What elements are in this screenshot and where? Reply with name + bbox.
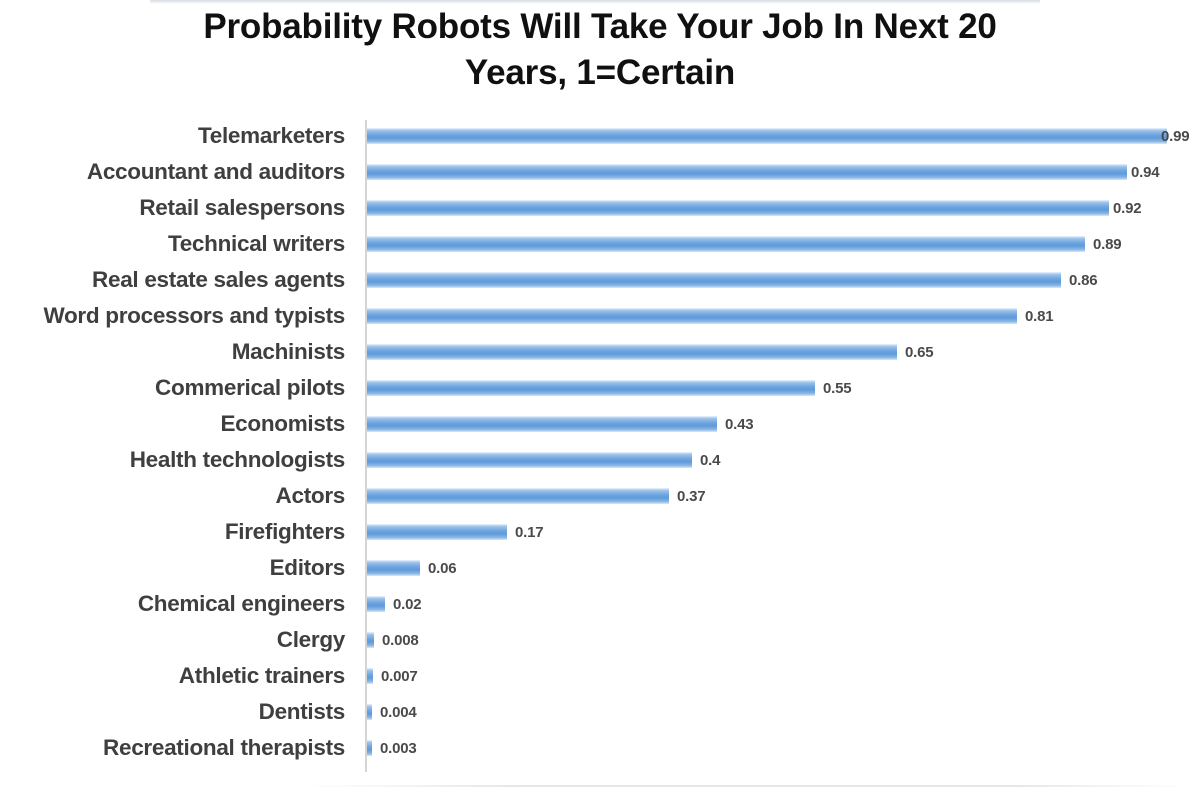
bar-value-label: 0.008 — [382, 631, 419, 649]
chart-title-line-1: Probability Robots Will Take Your Job In… — [203, 7, 997, 46]
bar-value-label: 0.06 — [428, 559, 457, 577]
bar-value-label: 0.92 — [1113, 199, 1142, 217]
bar-row: Editors 0.06 — [0, 550, 1200, 586]
bar-value-label: 0.86 — [1069, 271, 1098, 289]
bar-row: Real estate sales agents 0.86 — [0, 262, 1200, 298]
category-label: Technical writers — [167, 231, 345, 256]
category-label: Word processors and typists — [43, 303, 345, 328]
bar-track: 0.94 — [367, 154, 1160, 190]
bar-track: 0.89 — [367, 226, 1122, 262]
bar-row: Commerical pilots 0.55 — [0, 370, 1200, 406]
bar-track: 0.65 — [367, 334, 934, 370]
bar — [367, 380, 815, 396]
category-label: Dentists — [258, 699, 346, 724]
top-edge-band — [150, 0, 1040, 4]
bar-track: 0.17 — [367, 514, 544, 550]
bar-row: Health technologists 0.4 — [0, 442, 1200, 478]
bar-row: Technical writers 0.89 — [0, 226, 1200, 262]
category-label: Recreational therapists — [103, 735, 345, 760]
bar-value-label: 0.4 — [700, 451, 721, 469]
plot-area: Telemarketers 0.99 Accountant and auditors… — [0, 118, 1200, 778]
category-label: Actors — [275, 483, 346, 508]
bar-row: Economists 0.43 — [0, 406, 1200, 442]
bar-row: Clergy 0.008 — [0, 622, 1200, 658]
bar — [367, 164, 1127, 180]
bar — [367, 560, 420, 576]
bar-value-label: 0.17 — [515, 523, 544, 541]
category-label: Commerical pilots — [155, 375, 345, 400]
bar-value-label: 0.81 — [1025, 307, 1054, 325]
bar — [367, 308, 1017, 324]
bar-value-label: 0.43 — [725, 415, 754, 433]
bar — [367, 488, 669, 504]
bar-track: 0.37 — [367, 478, 706, 514]
chart-title-line-2: Years, 1=Certain — [464, 53, 736, 92]
bar-row: Telemarketers 0.99 — [0, 118, 1200, 154]
category-label: Chemical engineers — [137, 591, 345, 616]
bar — [367, 740, 372, 756]
bar-row: Retail salespersons 0.92 — [0, 190, 1200, 226]
bar — [367, 344, 897, 360]
bar-track: 0.55 — [367, 370, 852, 406]
bar-track: 0.008 — [367, 622, 419, 658]
category-label: Retail salespersons — [139, 195, 345, 220]
category-label: Accountant and auditors — [86, 159, 345, 184]
bar-track: 0.92 — [367, 190, 1142, 226]
bar-value-label: 0.02 — [393, 595, 422, 613]
bar-value-label: 0.65 — [905, 343, 934, 361]
bar-track: 0.81 — [367, 298, 1054, 334]
category-label: Firefighters — [224, 519, 345, 544]
bar-track: 0.003 — [367, 730, 417, 766]
bar-track: 0.02 — [367, 586, 422, 622]
bar-row: Athletic trainers 0.007 — [0, 658, 1200, 694]
bar-track: 0.43 — [367, 406, 754, 442]
category-axis-line — [365, 120, 367, 772]
bar-value-label: 0.004 — [380, 703, 417, 721]
bar — [367, 416, 717, 432]
bar-track: 0.007 — [367, 658, 418, 694]
bar-track: 0.004 — [367, 694, 417, 730]
bar — [367, 236, 1085, 252]
bar-row: Dentists 0.004 — [0, 694, 1200, 730]
bar — [367, 524, 507, 540]
bar-value-label: 0.55 — [823, 379, 852, 397]
bar-row: Word processors and typists 0.81 — [0, 298, 1200, 334]
bar — [367, 128, 1167, 144]
category-label: Economists — [220, 411, 345, 436]
bar-row: Accountant and auditors 0.94 — [0, 154, 1200, 190]
bar-row: Firefighters 0.17 — [0, 514, 1200, 550]
bar-value-label: 0.003 — [380, 739, 417, 757]
bar-value-label: 0.99 — [1161, 127, 1190, 145]
bar-track: 0.99 — [367, 118, 1190, 154]
bar-row: Chemical engineers 0.02 — [0, 586, 1200, 622]
category-label: Real estate sales agents — [92, 267, 345, 292]
bar — [367, 704, 372, 720]
bar-value-label: 0.37 — [677, 487, 706, 505]
category-label: Editors — [269, 555, 346, 580]
bar-row: Recreational therapists 0.003 — [0, 730, 1200, 766]
bar-value-label: 0.94 — [1131, 163, 1160, 181]
bar-track: 0.4 — [367, 442, 720, 478]
bar-row: Actors 0.37 — [0, 478, 1200, 514]
category-label: Health technologists — [129, 447, 346, 472]
bar-row: Machinists 0.65 — [0, 334, 1200, 370]
chart-title: Probability Robots Will Take Your Job In… — [0, 4, 1200, 96]
category-label: Athletic trainers — [178, 663, 346, 688]
bar — [367, 596, 385, 612]
bar — [367, 668, 373, 684]
category-label: Machinists — [231, 339, 346, 364]
bar-value-label: 0.007 — [381, 667, 418, 685]
bar — [367, 632, 374, 648]
bar — [367, 272, 1061, 288]
bar-track: 0.86 — [367, 262, 1098, 298]
bar-track: 0.06 — [367, 550, 457, 586]
bar — [367, 200, 1109, 216]
category-label: Telemarketers — [197, 123, 345, 148]
bottom-edge-band — [300, 785, 1190, 787]
bar-value-label: 0.89 — [1093, 235, 1122, 253]
bar — [367, 452, 692, 468]
category-label: Clergy — [276, 627, 346, 652]
